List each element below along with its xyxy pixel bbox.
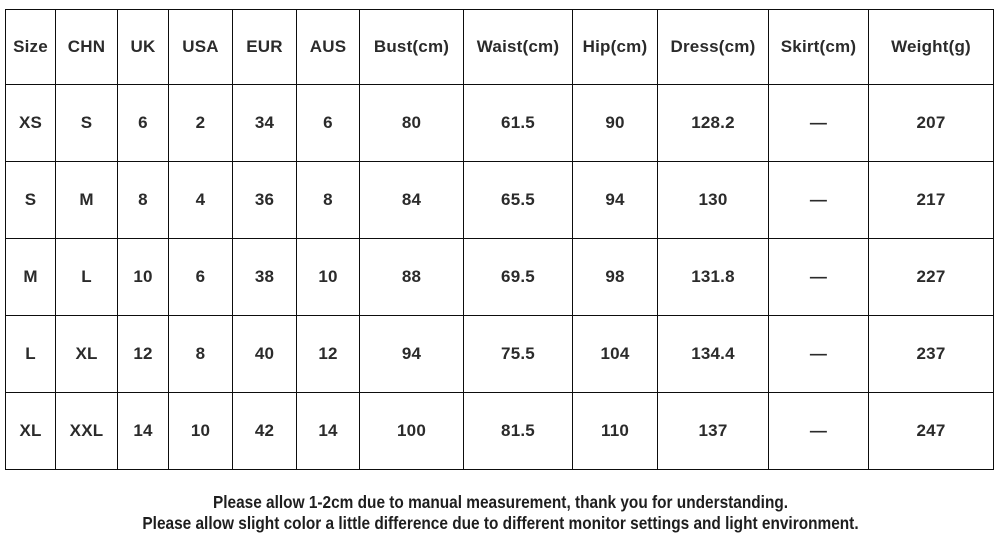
- table-cell: —: [768, 238, 869, 316]
- table-cell: 42: [232, 392, 297, 470]
- note-color-difference: Please allow slight color a little diffe…: [142, 513, 859, 533]
- table-cell: 131.8: [657, 238, 769, 316]
- header-cell: USA: [168, 9, 233, 85]
- table-cell: 94: [359, 315, 464, 393]
- header-cell: AUS: [296, 9, 360, 85]
- table-row: XS S 6 2 34 6 80 61.5 90 128.2—207: [5, 84, 994, 162]
- table-cell: 94: [572, 161, 658, 239]
- header-cell: Dress(cm): [657, 9, 769, 85]
- table-cell: 227: [868, 238, 994, 316]
- table-cell: 98: [572, 238, 658, 316]
- table-cell: 88: [359, 238, 464, 316]
- header-cell: Weight(g): [868, 9, 994, 85]
- table-cell: 6: [117, 84, 169, 162]
- table-row: M L 10 6 38 10 88 69.5 98 131.8—227: [5, 238, 994, 316]
- table-cell: —: [768, 392, 869, 470]
- table-cell: 207: [868, 84, 994, 162]
- table-cell: 237: [868, 315, 994, 393]
- table-cell: 8: [168, 315, 233, 393]
- table-cell: 34: [232, 84, 297, 162]
- header-cell: Bust(cm): [359, 9, 464, 85]
- table-cell: —: [768, 161, 869, 239]
- table-cell: 8: [296, 161, 360, 239]
- table-cell: 40: [232, 315, 297, 393]
- table-cell: 4: [168, 161, 233, 239]
- table-cell: 130: [657, 161, 769, 239]
- header-cell: CHN: [55, 9, 118, 85]
- table-cell: XS: [5, 84, 56, 162]
- table-row: L XL 12 8 40 12 94 75.5 104 134.4—237: [5, 315, 994, 393]
- table-cell: S: [5, 161, 56, 239]
- table-cell: 10: [296, 238, 360, 316]
- table-cell: L: [5, 315, 56, 393]
- table-cell: 2: [168, 84, 233, 162]
- header-cell: UK: [117, 9, 169, 85]
- table-cell: XL: [5, 392, 56, 470]
- table-cell: 8: [117, 161, 169, 239]
- table-cell: 128.2: [657, 84, 769, 162]
- table-cell: 65.5: [463, 161, 573, 239]
- table-cell: 81.5: [463, 392, 573, 470]
- header-row: Size CHN UK USA EUR AUS Bust(cm) Waist(cm) Hip(c…: [5, 9, 994, 85]
- table-cell: 84: [359, 161, 464, 239]
- table-cell: 134.4: [657, 315, 769, 393]
- table-cell: 217: [868, 161, 994, 239]
- table-cell: 90: [572, 84, 658, 162]
- table-cell: 12: [296, 315, 360, 393]
- table-cell: 75.5: [463, 315, 573, 393]
- table-cell: 110: [572, 392, 658, 470]
- header-cell: Size: [5, 9, 56, 85]
- table-cell: 36: [232, 161, 297, 239]
- table-cell: S: [55, 84, 118, 162]
- table-cell: 137: [657, 392, 769, 470]
- table-cell: 69.5: [463, 238, 573, 316]
- table-cell: 100: [359, 392, 464, 470]
- note-measurement: Please allow 1-2cm due to manual measure…: [212, 492, 789, 512]
- table-cell: 104: [572, 315, 658, 393]
- table-body: XS S 6 2 34 6 80 61.5 90 128.2—207 S M 8 4 36 8 84 65.5 94…: [5, 84, 994, 470]
- table-cell: 12: [117, 315, 169, 393]
- header-cell: Hip(cm): [572, 9, 658, 85]
- table-cell: 247: [868, 392, 994, 470]
- table-cell: 6: [296, 84, 360, 162]
- table-cell: 14: [117, 392, 169, 470]
- notes-block: Please allow 1-2cm due to manual measure…: [0, 492, 1001, 534]
- table-cell: 14: [296, 392, 360, 470]
- table-cell: 80: [359, 84, 464, 162]
- table-cell: 6: [168, 238, 233, 316]
- table-cell: 61.5: [463, 84, 573, 162]
- table-cell: M: [55, 161, 118, 239]
- table-row: S M 8 4 36 8 84 65.5 94 130—217: [5, 161, 994, 239]
- table-cell: 10: [168, 392, 233, 470]
- size-chart-table: Size CHN UK USA EUR AUS Bust(cm) Waist(cm) Hip(c…: [5, 9, 994, 470]
- table-cell: L: [55, 238, 118, 316]
- table-cell: —: [768, 84, 869, 162]
- table-cell: 38: [232, 238, 297, 316]
- table-cell: XXL: [55, 392, 118, 470]
- header-cell: EUR: [232, 9, 297, 85]
- header-cell: Skirt(cm): [768, 9, 869, 85]
- table-row: XL XXL 14 10 42 14 100 81.5 110 137—247: [5, 392, 994, 470]
- table-cell: —: [768, 315, 869, 393]
- table-cell: 10: [117, 238, 169, 316]
- table-cell: XL: [55, 315, 118, 393]
- header-cell: Waist(cm): [463, 9, 573, 85]
- table-cell: M: [5, 238, 56, 316]
